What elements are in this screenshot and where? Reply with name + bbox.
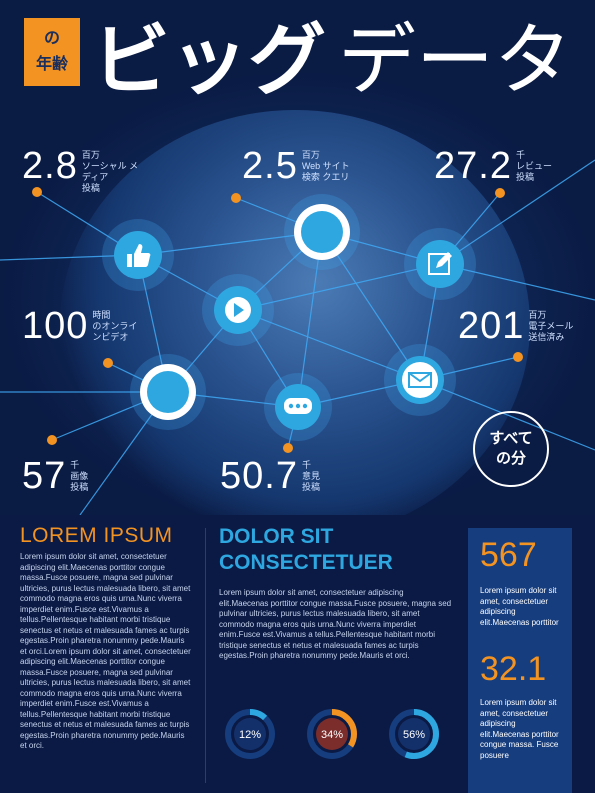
tag-line-2: 年齢 [35,56,68,73]
stat-unit: 時間 のオンライ ンビデオ [92,310,138,342]
left-paragraph: Lorem ipsum dolor sit amet, consectetuer… [20,552,191,750]
network-diagram [0,159,595,515]
network-dot [103,358,113,368]
tag-line-1: の [43,30,60,47]
column-divider [205,528,206,783]
page-title-bold: ビッグ [92,16,327,104]
panel-text-1: Lorem ipsum dolor sit amet, consectetuer… [480,586,559,627]
stat-web-search: 2.5 百万 Web サイト 検索 クエリ [242,146,350,186]
stat-unit: 百万 電子メール 送信済み [528,310,574,342]
play-icon [202,274,274,346]
bubble-line-2: の分 [495,450,526,467]
network-dot [47,435,57,445]
donut-label: 56% [403,729,425,741]
network-dot [495,188,505,198]
hero-background [0,0,595,540]
earth-globe-image [60,110,530,540]
stat-unit: 百万 Web サイト 検索 クエリ [301,150,350,182]
page-title-light: データ [338,16,573,104]
stat-value: 2.5 [242,145,298,187]
stat-unit: 千レビュー 投稿 [515,150,552,182]
circle-node-icon [130,354,206,430]
stats-panel [468,528,572,793]
stat-value: 57 [22,455,67,497]
donut-label: 12% [239,729,261,741]
circle-node-icon [284,194,360,270]
panel-number-2: 32.1 [480,650,547,688]
donut-chart-56: 56% [389,709,439,759]
stat-unit: 千画像 投稿 [70,460,89,492]
edit-icon [404,228,476,300]
panel-number-1: 567 [480,536,537,574]
middle-heading-line-1: DOLOR SIT [219,525,334,548]
thumbs-up-icon [102,219,174,291]
network-dot [32,187,42,197]
stat-unit: 千意見 投稿 [301,460,320,492]
stat-value: 27.2 [434,145,512,187]
middle-heading: DOLOR SIT CONSECTETUER [219,524,393,576]
network-dot [231,193,241,203]
stat-emails: 201 百万 電子メール 送信済み [458,306,573,346]
stat-value: 201 [458,305,525,347]
stat-opinions: 50.7 千意見 投稿 [220,456,320,496]
left-heading: LOREM IPSUM [20,524,173,547]
stat-reviews: 27.2 千レビュー 投稿 [434,146,552,186]
chat-icon [264,373,332,441]
middle-paragraph: Lorem ipsum dolor sit amet, consectetuer… [219,588,452,660]
network-dots [32,187,523,453]
network-dot [513,352,523,362]
donut-label: 34% [321,729,343,741]
stat-social-media: 2.8 百万 ソーシャル メディア 投稿 [22,146,138,194]
stat-value: 100 [22,305,89,347]
donut-chart-34: 34% [307,709,357,759]
title-tag: の 年齢 [24,18,80,86]
stat-value: 50.7 [220,455,298,497]
mail-icon [384,344,456,416]
stat-unit: 百万 ソーシャル メディア 投稿 [81,150,139,193]
stat-online-video: 100 時間 のオンライ ンビデオ [22,306,137,346]
network-dot [283,443,293,453]
donut-chart-12: 12% [225,709,275,759]
middle-heading-line-2: CONSECTETUER [219,551,393,574]
stat-value: 2.8 [22,145,78,187]
bubble-line-1: すべて [489,430,533,447]
panel-text-2: Lorem ipsum dolor sit amet, consectetuer… [480,698,559,760]
every-minute-bubble: すべて の分 [473,411,549,487]
stat-images: 57 千画像 投稿 [22,456,88,496]
